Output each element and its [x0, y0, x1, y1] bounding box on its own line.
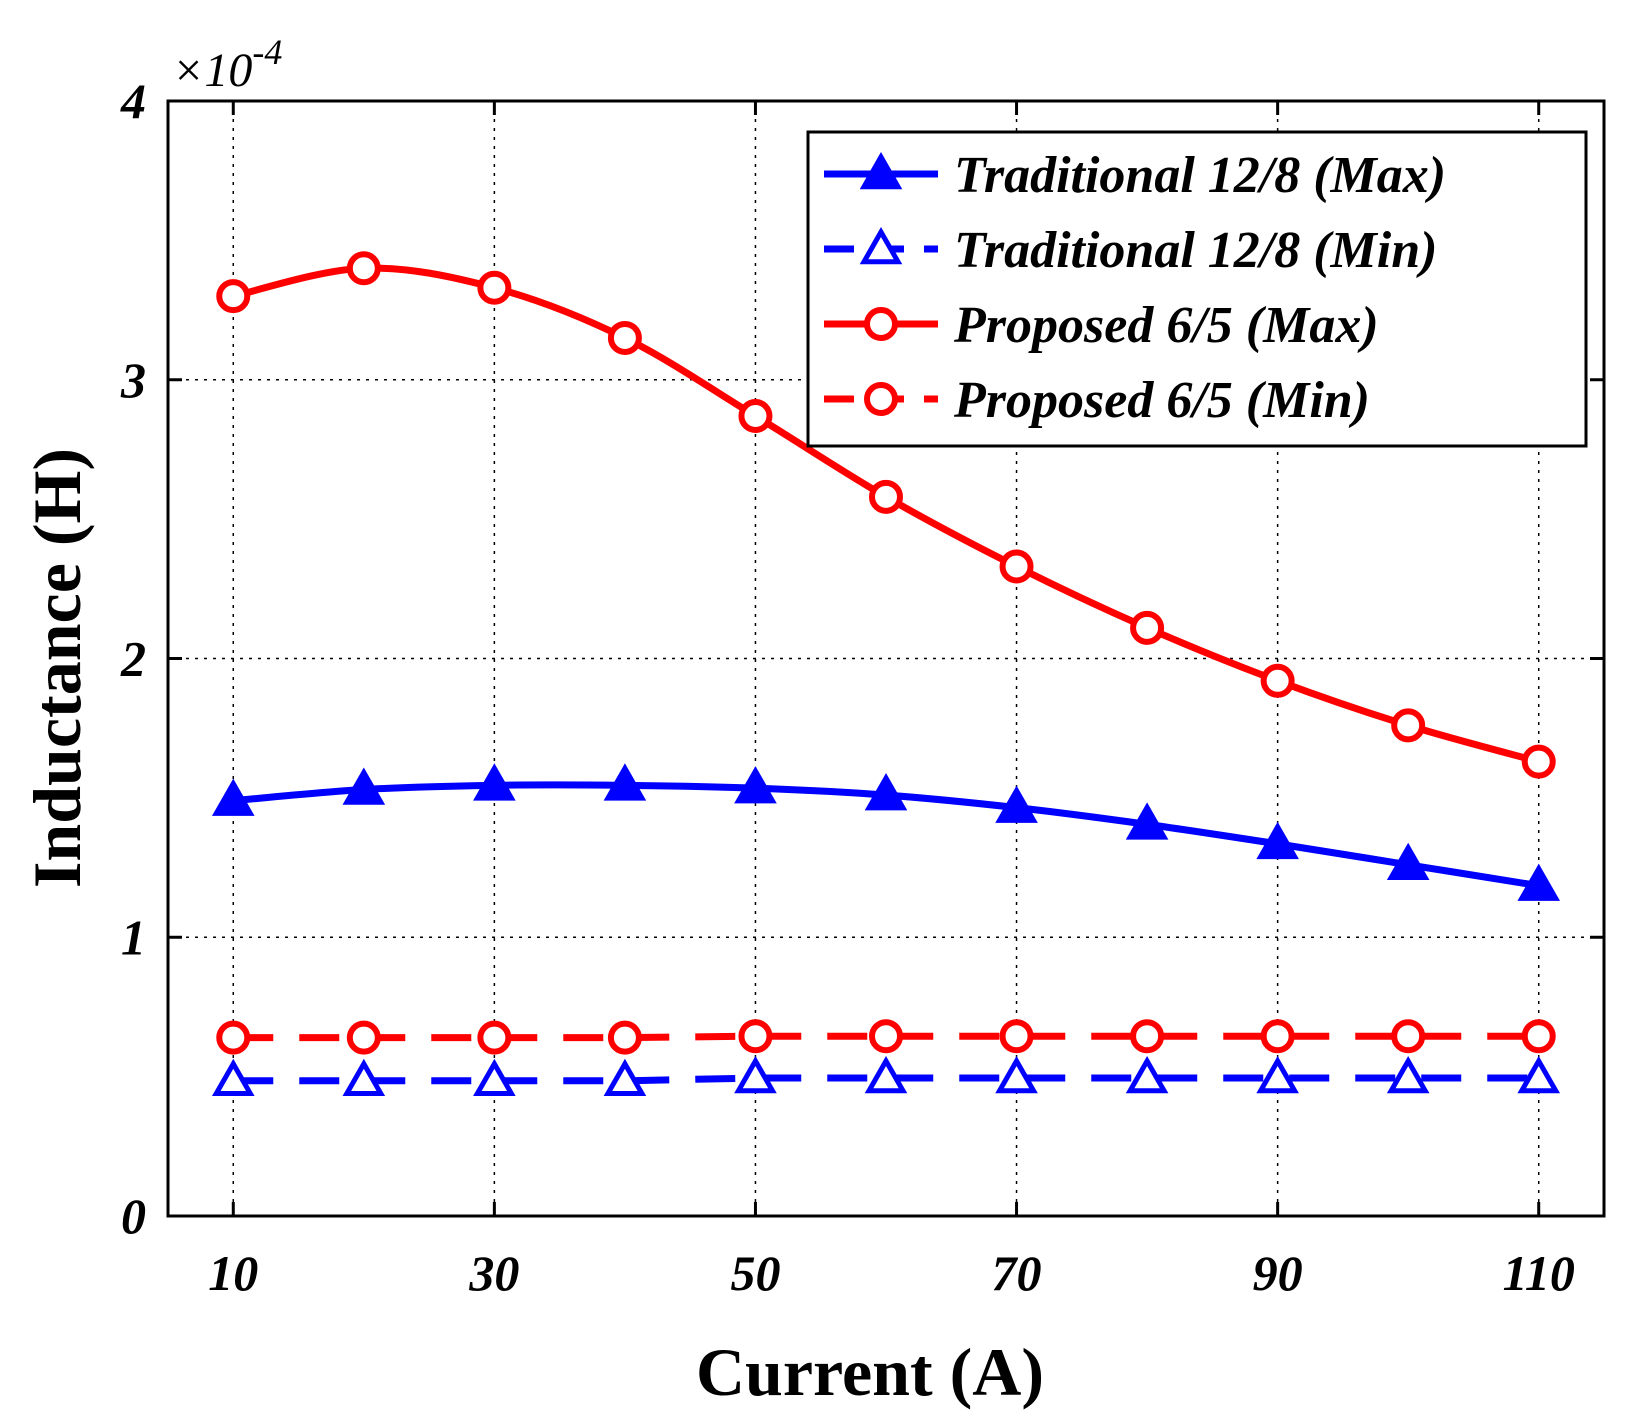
y-tick-label: 2: [120, 631, 146, 687]
series-1: [211, 763, 1561, 901]
y-axis-title: Inductance (H): [19, 448, 95, 888]
legend-marker: [864, 307, 898, 341]
data-point: [999, 1019, 1034, 1054]
data-point: [1130, 610, 1165, 645]
data-point: [995, 1055, 1038, 1094]
legend-item: Proposed 6/5 (Max): [824, 297, 1379, 354]
data-point: [738, 398, 773, 433]
data-point: [603, 1058, 647, 1097]
legend-item: Proposed 6/5 (Min): [824, 372, 1370, 429]
legend-label: Proposed 6/5 (Max): [953, 297, 1379, 354]
x-axis-title: Current (A): [696, 1334, 1044, 1410]
data-point: [477, 270, 512, 305]
x-tick-label: 30: [468, 1245, 519, 1301]
data-point: [216, 1020, 251, 1055]
data-point: [1256, 1055, 1299, 1094]
data-point: [607, 320, 642, 355]
x-tick-label: 110: [1503, 1245, 1575, 1301]
data-point: [342, 767, 386, 805]
x-tick-label: 90: [1253, 1245, 1303, 1301]
data-point: [995, 785, 1038, 823]
data-point: [1391, 708, 1426, 743]
legend-marker: [859, 226, 903, 265]
data-point: [216, 279, 251, 314]
x-tick-label: 10: [208, 1245, 258, 1301]
legend-label: Traditional 12/8 (Max): [954, 147, 1446, 204]
data-point: [734, 1055, 777, 1094]
data-point: [738, 1019, 773, 1054]
data-point: [1125, 1055, 1169, 1094]
data-point: [1260, 1019, 1295, 1054]
data-point: [346, 251, 381, 286]
data-point: [477, 1020, 512, 1055]
x-tick-label: 50: [730, 1245, 780, 1301]
data-point: [1391, 1019, 1426, 1054]
series-line: [233, 1074, 1539, 1085]
y-tick-label: 1: [121, 909, 146, 965]
series-2: [211, 1055, 1561, 1097]
data-point: [1260, 663, 1295, 698]
data-point: [211, 778, 255, 816]
series-4: [216, 1019, 1556, 1055]
x-tick-label: 70: [992, 1245, 1042, 1301]
data-point: [1386, 1055, 1430, 1094]
data-point: [603, 763, 647, 801]
y-multiplier-base: ×10: [172, 44, 252, 97]
data-point: [346, 1020, 381, 1055]
data-point: [1386, 842, 1430, 881]
series-line: [233, 1032, 1539, 1042]
data-series: [211, 251, 1561, 1097]
data-point: [1521, 1019, 1556, 1054]
data-point: [473, 763, 516, 801]
legend-label: Traditional 12/8 (Min): [954, 222, 1437, 279]
y-tick-label: 3: [120, 352, 146, 408]
data-point: [864, 773, 908, 811]
data-point: [1130, 1019, 1165, 1054]
y-tick-label: 4: [120, 73, 146, 129]
data-point: [864, 1055, 908, 1094]
data-point: [1125, 802, 1169, 840]
data-point: [1517, 863, 1561, 901]
legend-marker: [864, 382, 898, 416]
legend-item: Traditional 12/8 (Min): [824, 222, 1437, 279]
legend-item: Traditional 12/8 (Max): [824, 147, 1446, 204]
tick-labels: 10 30 50 70 90 110 0 1 2 3 4: [120, 73, 1575, 1301]
legend-label: Proposed 6/5 (Min): [953, 372, 1370, 429]
data-point: [869, 1019, 903, 1054]
legend-marker: [859, 151, 903, 190]
data-point: [211, 1058, 255, 1097]
data-point: [869, 479, 903, 514]
data-point: [999, 549, 1034, 584]
legend: Traditional 12/8 (Max) Traditional 12/8 (…: [806, 130, 1588, 448]
data-point: [1256, 821, 1299, 860]
data-point: [734, 766, 777, 804]
data-point: [1521, 744, 1556, 779]
data-point: [473, 1058, 516, 1097]
series-3: [216, 251, 1556, 779]
y-multiplier-exponent: -4: [252, 32, 282, 72]
y-axis-multiplier: ×10-4: [172, 32, 282, 97]
data-point: [1517, 1055, 1561, 1094]
data-point: [607, 1020, 642, 1055]
legend-box: [806, 130, 1588, 448]
data-point: [342, 1058, 386, 1097]
y-tick-label: 0: [121, 1188, 146, 1244]
axis-ticks: [168, 99, 1604, 1218]
